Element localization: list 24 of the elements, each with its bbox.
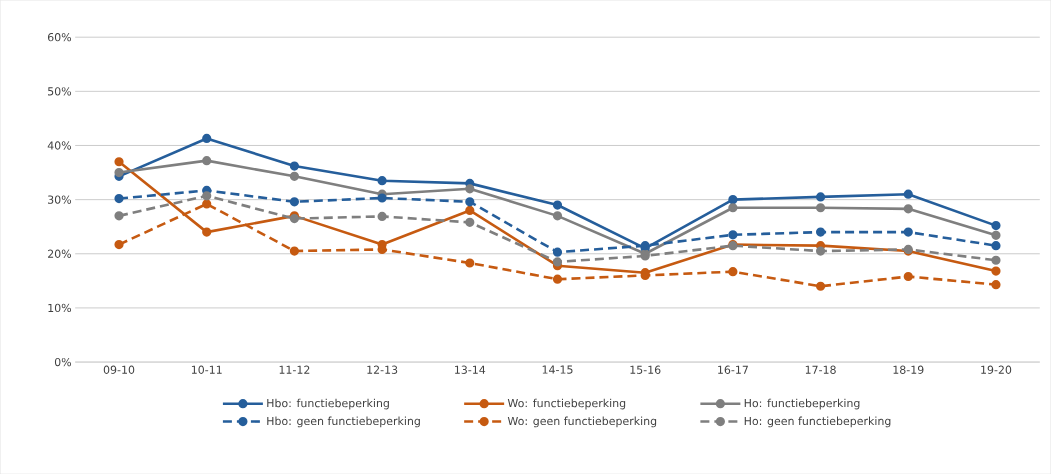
y-tick-label: 60% [47,32,72,42]
x-tick-label: 14-15 [542,365,573,374]
x-tick-label: 11-12 [279,365,310,374]
y-tick-label: 50% [48,87,72,96]
legend-label: Wo: geen functiebeperking [507,416,657,428]
y-tick-label: 30% [48,195,72,204]
legend-label: Ho: geen functiebeperking [744,416,891,428]
x-tick-label: 12-13 [367,365,398,374]
x-tick-label: 17-18 [805,365,836,374]
y-tick-label: 40% [47,141,72,150]
x-tick-label: 18-19 [893,365,924,374]
y-tick-label: 0% [54,357,72,367]
legend-label: Hbo: functiebeperking [267,398,389,410]
y-tick-label: 10% [48,303,72,312]
x-tick-label: 09-10 [103,365,135,374]
legend-label: Wo: functiebeperking [507,398,626,410]
x-tick-label: 19-20 [981,365,1012,374]
legend-label: Ho: functiebeperking [744,398,860,410]
x-tick-label: 15-16 [630,365,661,374]
y-tick-label: 20% [48,249,72,258]
x-tick-label: 10-11 [191,365,222,374]
legend-label: Hbo: geen functiebeperking [267,416,420,428]
x-tick-label: 16-17 [718,365,748,374]
x-tick-label: 13-14 [455,365,486,374]
